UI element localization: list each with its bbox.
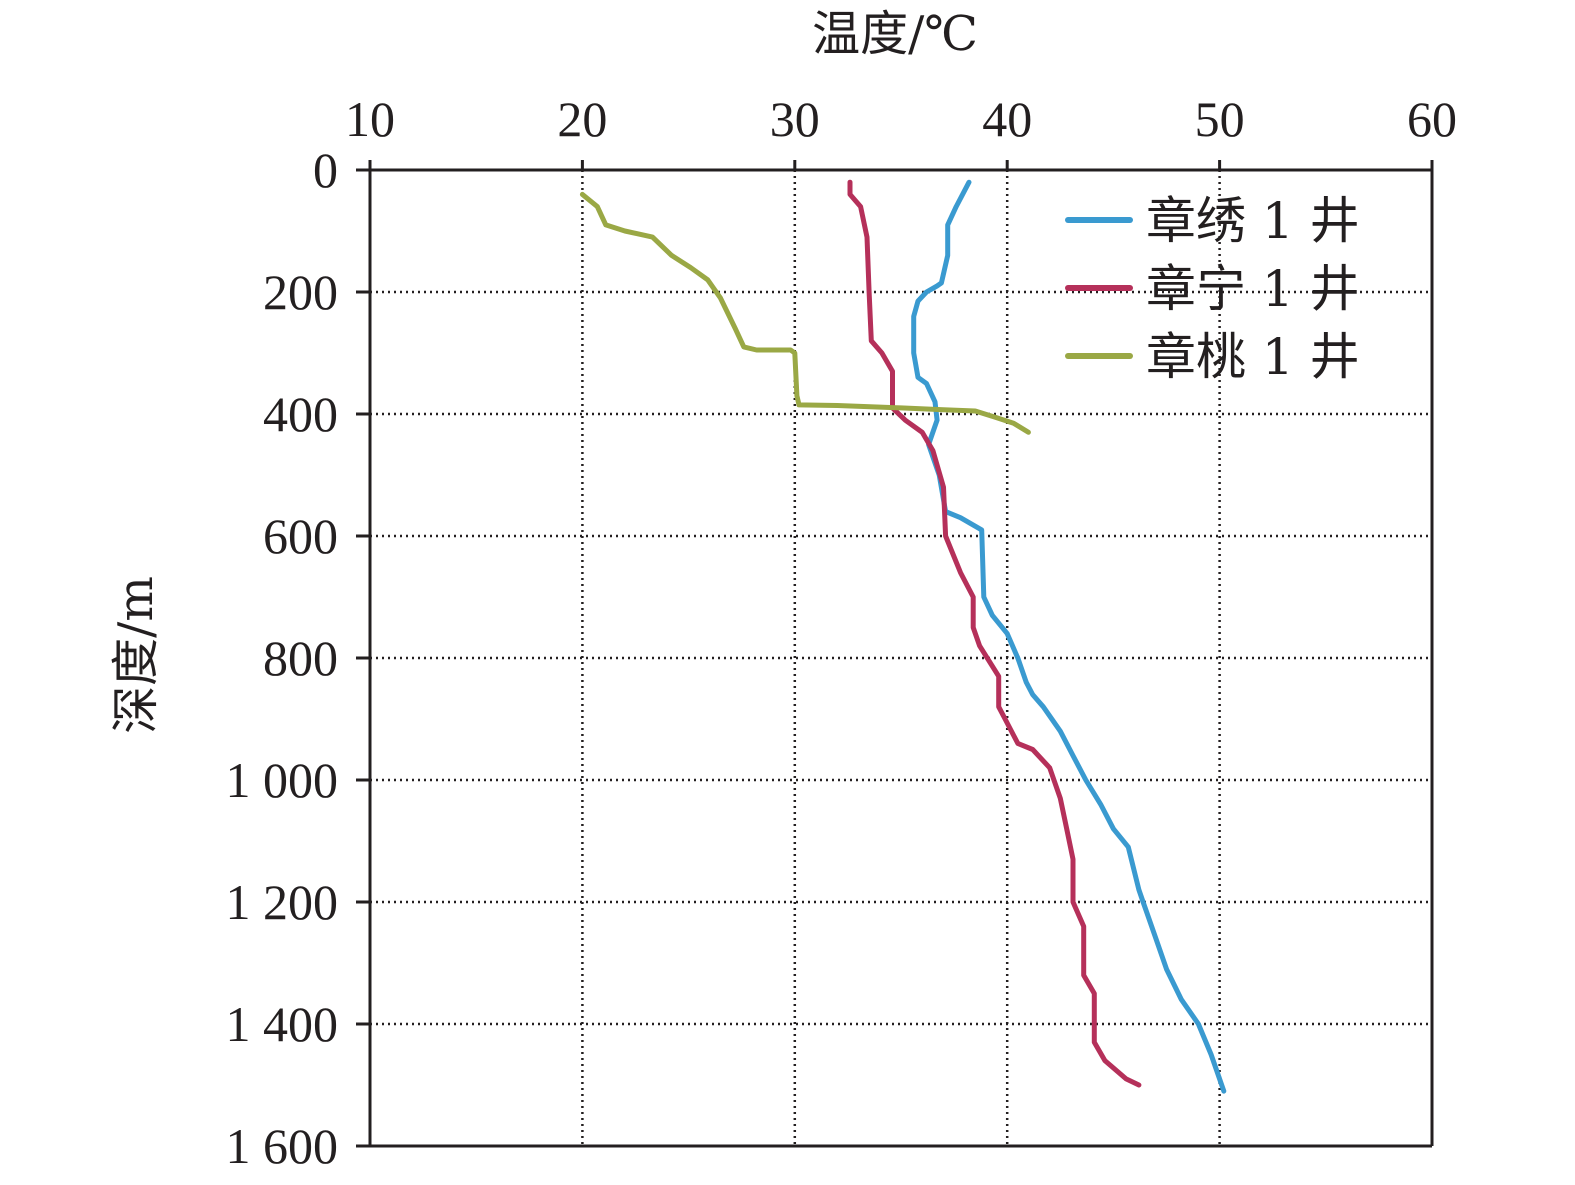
series-lines <box>579 179 1227 1094</box>
series-line-3 <box>579 191 1031 435</box>
x-tick-label: 60 <box>1407 91 1457 147</box>
series-line-2 <box>847 179 1142 1088</box>
legend-label-3: 章桃 1 井 <box>1146 328 1360 386</box>
series-line-1 <box>911 179 1227 1094</box>
legend: 章绣 1 井章宁 1 井章桃 1 井 <box>1065 192 1360 386</box>
x-tick-label: 40 <box>982 91 1032 147</box>
y-tick-label: 1 600 <box>226 1118 339 1174</box>
x-tick-label: 20 <box>557 91 607 147</box>
y-tick-label: 200 <box>263 264 338 320</box>
y-tick-label: 1 000 <box>226 752 339 808</box>
x-tick-label: 50 <box>1195 91 1245 147</box>
y-axis-title: 深度/m <box>108 576 164 734</box>
x-tick-label: 10 <box>345 91 395 147</box>
y-tick-label: 1 200 <box>226 874 339 930</box>
y-tick-label: 800 <box>263 630 338 686</box>
y-tick-label: 0 <box>313 142 338 198</box>
axes <box>356 160 1434 1148</box>
y-tick-label: 600 <box>263 508 338 564</box>
legend-label-1: 章绣 1 井 <box>1146 192 1360 250</box>
y-tick-label: 1 400 <box>226 996 339 1052</box>
x-axis-title: 温度/℃ <box>812 6 978 62</box>
y-tick-label: 400 <box>263 386 338 442</box>
grid-lines <box>370 170 1432 1146</box>
legend-label-2: 章宁 1 井 <box>1146 260 1360 318</box>
x-tick-label: 30 <box>770 91 820 147</box>
